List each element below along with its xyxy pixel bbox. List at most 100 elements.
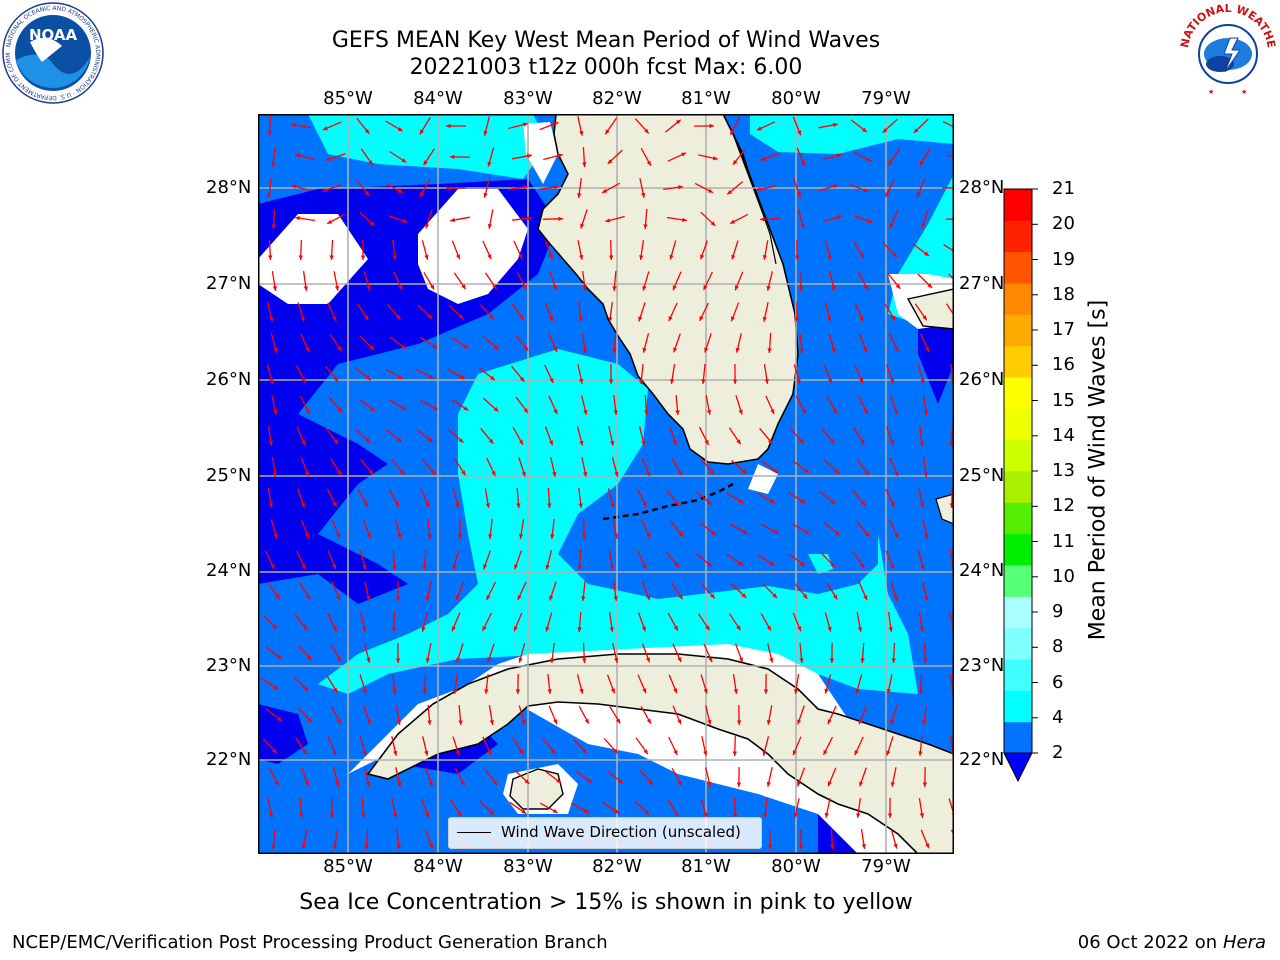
wind-arrow	[578, 302, 583, 322]
wind-arrow	[698, 426, 710, 446]
wind-arrow	[268, 767, 280, 787]
wind-arrow	[670, 520, 684, 538]
wind-arrow	[427, 519, 432, 539]
wind-arrow	[849, 183, 869, 193]
wind-arrow	[362, 519, 372, 539]
wind-arrow	[767, 332, 772, 354]
wind-arrow	[415, 368, 435, 380]
wind-arrow	[793, 178, 801, 198]
wind-arrow	[703, 271, 713, 291]
wind-arrow	[822, 153, 842, 161]
wind-arrow	[509, 801, 527, 815]
wind-arrow	[640, 705, 652, 725]
wind-arrow	[818, 122, 838, 129]
lon-label-top: 83°W	[503, 88, 553, 109]
wind-arrow	[860, 829, 866, 849]
wind-arrow	[693, 123, 715, 129]
wind-arrow	[767, 643, 774, 663]
colorbar-tick-label: 10	[1052, 565, 1075, 587]
wind-arrow	[484, 768, 498, 786]
wind-arrow	[550, 457, 557, 477]
footer-machine: Hera	[1222, 932, 1266, 953]
wind-arrow	[793, 364, 801, 384]
wind-arrow	[726, 553, 744, 567]
wind-arrow	[606, 674, 616, 694]
wind-arrow	[765, 395, 775, 415]
wind-arrow	[757, 553, 775, 567]
wind-arrow	[728, 613, 742, 631]
wind-arrow	[792, 523, 810, 535]
wind-arrow	[700, 240, 708, 260]
wind-arrow	[701, 364, 706, 384]
wind-arrow	[736, 766, 742, 788]
colorbar-segment	[1004, 659, 1032, 691]
gridlines	[258, 114, 954, 854]
wind-arrow	[539, 185, 559, 190]
wind-arrow	[852, 489, 866, 507]
wind-arrow	[855, 674, 863, 694]
wind-arrow	[762, 240, 769, 260]
colorbar-tick-label: 4	[1052, 706, 1064, 728]
wind-arrow	[293, 676, 309, 692]
wind-arrow	[388, 215, 408, 223]
wind-arrow	[602, 801, 620, 815]
wind-arrow	[479, 800, 495, 816]
wind-arrow	[671, 767, 683, 787]
wind-arrow	[799, 643, 804, 663]
wind-arrow	[425, 209, 433, 229]
wind-arrow	[886, 674, 893, 694]
wind-arrow	[918, 488, 925, 508]
wind-arrow	[545, 612, 553, 632]
wind-arrow	[451, 336, 469, 350]
wind-arrow	[356, 179, 370, 197]
wind-arrow	[701, 736, 708, 756]
wind-arrow	[858, 705, 868, 725]
wind-arrow	[330, 458, 342, 476]
wind-arrow	[794, 673, 800, 695]
wind-arrow	[271, 457, 277, 477]
wind-arrow	[582, 642, 587, 664]
wind-arrow	[544, 240, 554, 260]
wind-arrow	[268, 239, 273, 261]
wind-arrow	[422, 458, 436, 476]
wind-arrow	[452, 550, 460, 570]
wind-arrow	[420, 798, 430, 818]
colorbar-tick-label: 12	[1052, 495, 1075, 517]
lon-label-top: 85°W	[323, 88, 373, 109]
wind-arrow	[792, 460, 810, 474]
wind-arrow	[544, 364, 554, 384]
wind-arrow	[821, 427, 835, 445]
lat-label-left: 27°N	[206, 273, 252, 294]
wind-arrow	[793, 798, 800, 818]
wind-arrow	[699, 302, 709, 322]
wind-arrow	[945, 218, 954, 220]
wind-arrow	[576, 674, 584, 694]
lon-label-top: 84°W	[413, 88, 463, 109]
andros-land	[935, 493, 954, 525]
wind-arrow	[577, 611, 582, 633]
wind-arrow	[333, 271, 340, 291]
wind-arrow	[607, 488, 615, 508]
colorbar-tick-label: 15	[1052, 389, 1075, 411]
wind-arrow	[885, 426, 895, 446]
wind-arrow	[890, 829, 898, 849]
wind-arrow	[295, 216, 315, 222]
wind-arrow	[798, 829, 804, 849]
wind-arrow	[664, 119, 682, 133]
footer-date-text: 06 Oct 2022 on	[1077, 932, 1218, 953]
wind-arrow	[763, 364, 769, 384]
wind-arrow	[726, 492, 744, 504]
wind-arrow	[262, 614, 278, 630]
wind-arrow	[360, 458, 374, 476]
wind-arrow	[578, 488, 583, 508]
wind-arrow	[822, 736, 834, 756]
wind-arrow	[860, 642, 865, 664]
wind-arrow	[856, 520, 870, 538]
wind-arrow	[486, 581, 496, 601]
wind-arrow	[920, 333, 930, 353]
legend-label: Wind Wave Direction (unscaled)	[501, 823, 741, 841]
wind-arrow	[296, 488, 306, 508]
lat-label-left: 24°N	[206, 560, 252, 581]
lon-label-bottom: 85°W	[323, 856, 373, 877]
wind-arrow	[852, 551, 866, 569]
